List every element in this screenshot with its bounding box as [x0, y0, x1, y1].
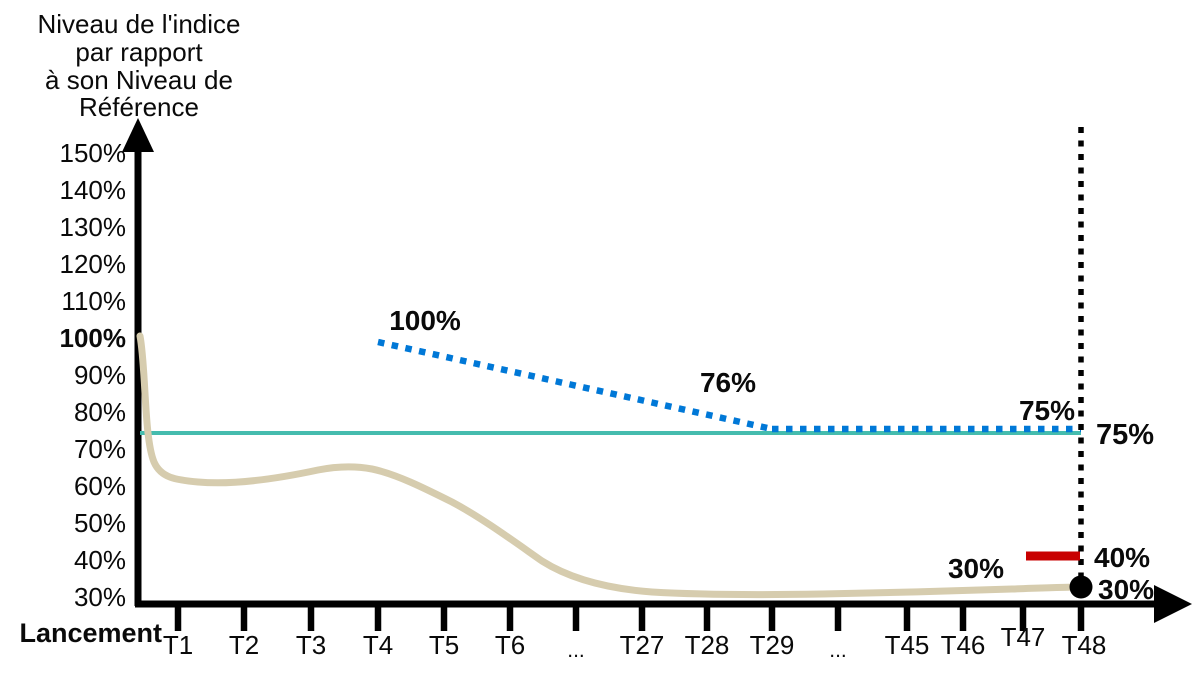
barriere-degressive-descending [377, 338, 773, 433]
y-tick-label-120: 120% [60, 249, 127, 279]
annotation-beige-30: 30% [948, 553, 1004, 584]
annotation-red-40: 40% [1094, 542, 1150, 573]
y-axis-title-line-1: Niveau de l'indice [38, 9, 241, 39]
y-axis-title-line-2: par rapport [75, 37, 203, 67]
x-tick-label-t48: T48 [1062, 630, 1107, 660]
y-tick-label-130: 130% [60, 212, 127, 242]
x-tick-labels: Lancement T1 T2 T3 T4 T5 T6 ... T27 T28 … [19, 618, 1106, 662]
annotations: 100% 76% 75% 75% 40% 30% 30% [389, 305, 1154, 605]
x-tick-label-t1: T1 [163, 630, 193, 660]
x-tick-label-t45: T45 [885, 630, 930, 660]
y-axis-arrow-icon [122, 118, 154, 152]
y-tick-label-90: 90% [74, 360, 126, 390]
x-tick-label-t29: T29 [750, 630, 795, 660]
y-tick-label-140: 140% [60, 175, 127, 205]
x-tick-label-t46: T46 [941, 630, 986, 660]
x-tick-label-t5: T5 [429, 630, 459, 660]
y-tick-labels: 150% 140% 130% 120% 110% 100% 90% 80% 70… [60, 138, 127, 612]
y-axis-title-line-3: à son Niveau de [45, 65, 233, 95]
y-axis-title-line-4: Référence [79, 92, 199, 122]
annotation-blue-76: 76% [700, 367, 756, 398]
x-tick-label-t4: T4 [363, 630, 393, 660]
y-tick-label-50: 50% [74, 508, 126, 538]
y-tick-label-110: 110% [61, 286, 126, 316]
y-tick-label-40: 40% [74, 545, 126, 575]
x-tick-label-t3: T3 [296, 630, 326, 660]
annotation-black-30: 30% [1098, 574, 1154, 605]
x-tick-marks [174, 604, 1085, 631]
series-niveau-indice-curve [136, 332, 1084, 599]
y-tick-label-60: 60% [74, 471, 126, 501]
x-origin-label: Lancement [19, 618, 162, 648]
x-tick-label-t2: T2 [229, 630, 259, 660]
x-tick-label-t27: T27 [620, 630, 665, 660]
annotation-blue-100: 100% [389, 305, 461, 336]
series-niveau-final-dot [1069, 575, 1093, 599]
series-barriere-degressive [377, 338, 1081, 433]
x-tick-label-ellipsis-2: ... [829, 639, 847, 662]
y-axis-title: Niveau de l'indice par rapport à son Niv… [38, 9, 241, 122]
y-tick-label-100: 100% [60, 323, 127, 353]
x-tick-label-ellipsis-1: ... [567, 639, 585, 662]
x-tick-label-t6: T6 [495, 630, 525, 660]
x-tick-label-t47: T47 [1001, 622, 1046, 652]
x-axis-arrow-icon [1154, 585, 1192, 623]
annotation-blue-75: 75% [1019, 395, 1075, 426]
x-tick-label-t28: T28 [685, 630, 730, 660]
y-tick-label-30: 30% [74, 582, 126, 612]
y-tick-label-70: 70% [74, 434, 126, 464]
y-tick-label-150: 150% [60, 138, 127, 168]
annotation-teal-75: 75% [1096, 419, 1154, 451]
y-tick-label-80: 80% [74, 397, 126, 427]
